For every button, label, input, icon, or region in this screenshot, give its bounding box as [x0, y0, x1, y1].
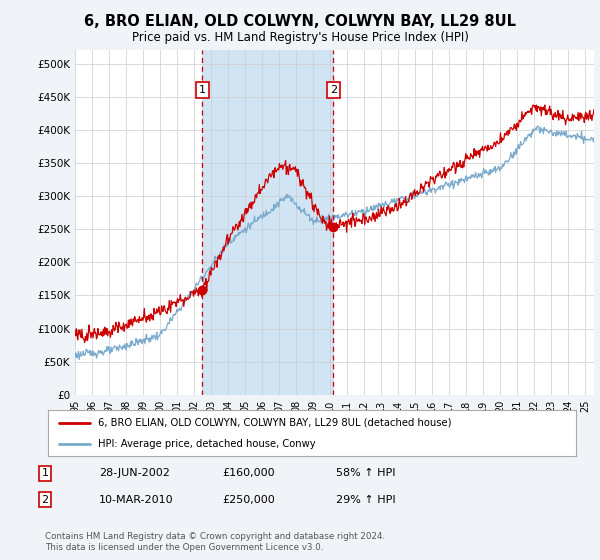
Text: 58% ↑ HPI: 58% ↑ HPI: [336, 468, 395, 478]
Text: 10-MAR-2010: 10-MAR-2010: [99, 494, 173, 505]
Text: Price paid vs. HM Land Registry's House Price Index (HPI): Price paid vs. HM Land Registry's House …: [131, 31, 469, 44]
Bar: [202, 50, 334, 395]
Text: 2: 2: [41, 494, 49, 505]
Text: 6, BRO ELIAN, OLD COLWYN, COLWYN BAY, LL29 8UL (detached house): 6, BRO ELIAN, OLD COLWYN, COLWYN BAY, LL…: [98, 418, 452, 428]
Text: 2: 2: [330, 85, 337, 95]
Text: £250,000: £250,000: [222, 494, 275, 505]
Text: 6, BRO ELIAN, OLD COLWYN, COLWYN BAY, LL29 8UL: 6, BRO ELIAN, OLD COLWYN, COLWYN BAY, LL…: [84, 14, 516, 29]
Text: HPI: Average price, detached house, Conwy: HPI: Average price, detached house, Conw…: [98, 439, 316, 449]
Text: £160,000: £160,000: [222, 468, 275, 478]
Text: 1: 1: [199, 85, 206, 95]
Text: 1: 1: [41, 468, 49, 478]
Text: Contains HM Land Registry data © Crown copyright and database right 2024.
This d: Contains HM Land Registry data © Crown c…: [45, 532, 385, 552]
Text: 28-JUN-2002: 28-JUN-2002: [99, 468, 170, 478]
Text: 29% ↑ HPI: 29% ↑ HPI: [336, 494, 395, 505]
